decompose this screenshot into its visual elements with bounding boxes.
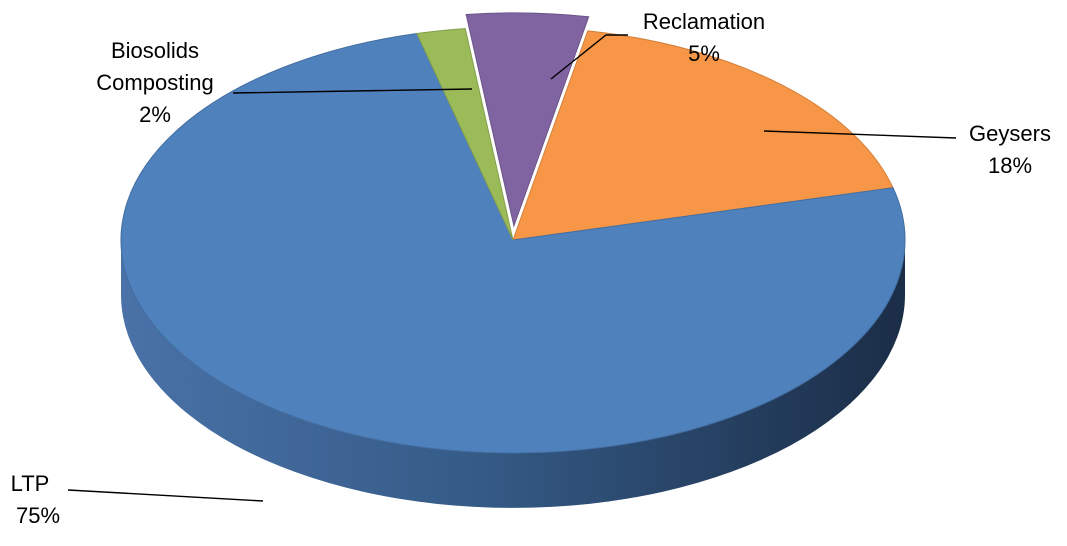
pie-slice-biosolids-composting — [416, 28, 514, 241]
leader-line-ltp — [67, 489, 264, 502]
slice-percent-geysers: 18% — [988, 153, 1032, 178]
pie-top-faces — [120, 12, 906, 454]
slice-label-ltp: LTP — [11, 471, 50, 496]
leader-line-reclamation — [550, 34, 628, 80]
slice-label-geysers: Geysers — [969, 121, 1051, 146]
pie-slice-geysers — [512, 30, 894, 241]
slice-percent-biosolids: 2% — [139, 102, 171, 127]
pie-slice-ltp — [120, 32, 906, 454]
slice-percent-reclamation: 5% — [688, 41, 720, 66]
slice-label-reclamation: Reclamation — [643, 9, 765, 34]
slice-label-biosolids-line1: Biosolids — [111, 38, 199, 63]
slice-percent-ltp: 75% — [16, 503, 60, 528]
pie-side-ltp — [121, 240, 905, 508]
leader-line-biosolids — [232, 88, 473, 94]
pie-slice-reclamation — [465, 12, 590, 228]
pie-side-walls — [121, 240, 905, 508]
leader-line-geysers — [763, 130, 957, 139]
slice-label-biosolids-line2: Composting — [96, 70, 213, 95]
